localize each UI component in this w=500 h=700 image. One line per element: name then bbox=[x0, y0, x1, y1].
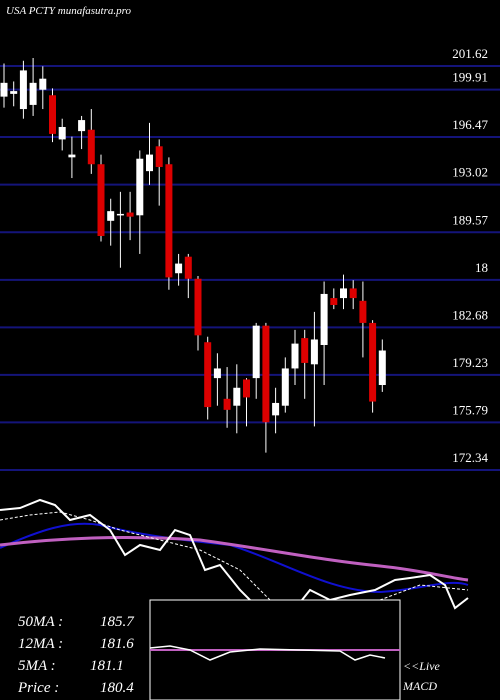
candle-body bbox=[320, 293, 328, 345]
y-tick-label: 179.23 bbox=[452, 355, 488, 370]
indicator-label: Price : bbox=[17, 680, 59, 696]
candle-body bbox=[223, 398, 231, 410]
candle-body bbox=[68, 154, 76, 158]
y-tick-label: 193.02 bbox=[452, 165, 488, 180]
candle-body bbox=[281, 368, 289, 406]
y-tick-label: 182.68 bbox=[452, 307, 488, 322]
candle-body bbox=[136, 158, 144, 216]
candle-body bbox=[126, 212, 134, 217]
macd-line bbox=[149, 645, 386, 661]
candle-body bbox=[301, 338, 309, 363]
candle-body bbox=[369, 322, 377, 402]
candle-body bbox=[233, 387, 241, 406]
candle-body bbox=[49, 95, 56, 134]
candle-body bbox=[0, 82, 8, 97]
candle-body bbox=[19, 70, 27, 110]
candle-body bbox=[359, 300, 367, 323]
candle-body bbox=[175, 263, 183, 274]
candle-body bbox=[330, 298, 338, 305]
indicator-label: 50MA : bbox=[18, 614, 63, 630]
grid bbox=[0, 65, 500, 471]
candle-body bbox=[107, 211, 115, 221]
candle-body bbox=[349, 288, 357, 299]
candle-body bbox=[78, 120, 86, 132]
y-tick-label: 189.57 bbox=[452, 212, 488, 227]
candle-body bbox=[87, 129, 95, 165]
y-tick-label: 18 bbox=[475, 260, 488, 275]
indicator-label: 12MA : bbox=[18, 636, 63, 652]
candle-body bbox=[243, 379, 250, 398]
candle-body bbox=[29, 82, 37, 105]
indicator-label: 5MA : bbox=[18, 658, 56, 674]
y-tick-label: 172.34 bbox=[452, 450, 488, 465]
indicator-value: 180.4 bbox=[100, 680, 134, 696]
candle-body bbox=[39, 78, 47, 90]
y-tick-label: 196.47 bbox=[452, 117, 488, 132]
candle-body bbox=[252, 325, 260, 379]
indicator-value: 185.7 bbox=[100, 614, 135, 630]
indicator-panel bbox=[0, 498, 469, 622]
indicator-value: 181.1 bbox=[90, 658, 124, 674]
candle-body bbox=[262, 325, 270, 423]
candle-body bbox=[340, 288, 347, 299]
candle-body bbox=[291, 343, 299, 369]
y-tick-label: 199.91 bbox=[452, 70, 488, 85]
y-tick-label: 201.62 bbox=[452, 46, 488, 61]
candle-body bbox=[378, 350, 386, 386]
candle-body bbox=[213, 368, 221, 379]
candle-body bbox=[10, 91, 18, 94]
chart-title: USA PCTY munafasutra.pro bbox=[6, 5, 131, 17]
candle-body bbox=[155, 146, 163, 167]
candle-body bbox=[184, 256, 192, 279]
y-tick-label: 175.79 bbox=[452, 402, 488, 417]
macd-label: MACD bbox=[402, 679, 437, 693]
candle-body bbox=[116, 213, 124, 216]
candle-body bbox=[97, 164, 105, 236]
indicator-value: 181.6 bbox=[100, 636, 134, 652]
candle-body bbox=[204, 342, 212, 408]
candle-body bbox=[146, 154, 153, 172]
candle-body bbox=[58, 126, 66, 140]
candle-body bbox=[194, 278, 202, 336]
candle-body bbox=[272, 402, 280, 416]
ma-line bbox=[0, 511, 469, 611]
live-label: <<Live bbox=[403, 659, 441, 673]
candle-body bbox=[310, 339, 318, 365]
ma-line bbox=[0, 536, 469, 582]
candle-body bbox=[165, 164, 173, 278]
